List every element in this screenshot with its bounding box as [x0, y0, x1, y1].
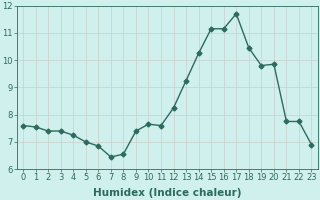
X-axis label: Humidex (Indice chaleur): Humidex (Indice chaleur)	[93, 188, 242, 198]
